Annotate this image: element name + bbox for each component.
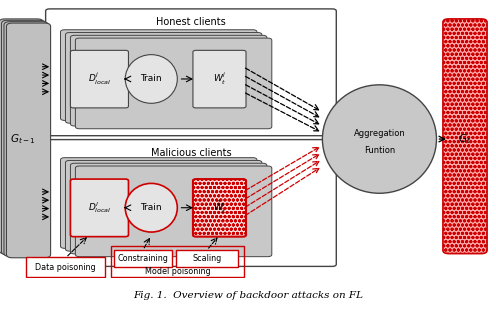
FancyBboxPatch shape bbox=[70, 50, 128, 108]
FancyBboxPatch shape bbox=[0, 19, 43, 254]
FancyBboxPatch shape bbox=[1, 20, 46, 255]
Text: Honest clients: Honest clients bbox=[156, 17, 226, 27]
FancyBboxPatch shape bbox=[65, 33, 262, 123]
Ellipse shape bbox=[322, 85, 436, 193]
FancyBboxPatch shape bbox=[46, 9, 336, 136]
FancyBboxPatch shape bbox=[70, 179, 128, 237]
Text: Train: Train bbox=[140, 203, 162, 212]
FancyBboxPatch shape bbox=[61, 158, 257, 248]
FancyBboxPatch shape bbox=[75, 38, 272, 129]
FancyBboxPatch shape bbox=[46, 140, 336, 266]
Text: Fig. 1.  Overview of backdoor attacks on FL: Fig. 1. Overview of backdoor attacks on … bbox=[133, 291, 363, 300]
FancyBboxPatch shape bbox=[443, 19, 487, 254]
FancyBboxPatch shape bbox=[6, 23, 51, 258]
Text: Scaling: Scaling bbox=[192, 254, 221, 263]
Text: Malicious clients: Malicious clients bbox=[151, 148, 231, 158]
FancyBboxPatch shape bbox=[176, 250, 238, 267]
Text: $G_{t-1}$: $G_{t-1}$ bbox=[10, 132, 35, 146]
Ellipse shape bbox=[125, 183, 178, 232]
FancyBboxPatch shape bbox=[75, 166, 272, 257]
Text: $W_t^{j}$: $W_t^{j}$ bbox=[213, 71, 226, 87]
Ellipse shape bbox=[125, 55, 178, 103]
Text: Aggregation: Aggregation bbox=[354, 129, 405, 138]
FancyBboxPatch shape bbox=[4, 22, 48, 256]
Text: Model poisoning: Model poisoning bbox=[144, 267, 210, 276]
Text: Funtion: Funtion bbox=[364, 146, 395, 155]
FancyBboxPatch shape bbox=[193, 50, 246, 108]
Text: $\tilde{W}_t^{l}$: $\tilde{W}_t^{l}$ bbox=[213, 200, 226, 216]
FancyBboxPatch shape bbox=[26, 257, 105, 277]
Text: Train: Train bbox=[140, 75, 162, 83]
FancyBboxPatch shape bbox=[70, 35, 267, 126]
FancyBboxPatch shape bbox=[61, 30, 257, 120]
FancyBboxPatch shape bbox=[114, 250, 172, 267]
Text: $D_{local}^{l}$: $D_{local}^{l}$ bbox=[88, 200, 111, 215]
FancyBboxPatch shape bbox=[65, 161, 262, 251]
FancyBboxPatch shape bbox=[193, 179, 246, 237]
Text: $D_{local}^{j}$: $D_{local}^{j}$ bbox=[88, 71, 111, 87]
Text: Constraining: Constraining bbox=[118, 254, 168, 263]
FancyBboxPatch shape bbox=[70, 163, 267, 254]
Text: $G_t$: $G_t$ bbox=[458, 132, 472, 146]
Text: Data poisoning: Data poisoning bbox=[35, 263, 96, 272]
